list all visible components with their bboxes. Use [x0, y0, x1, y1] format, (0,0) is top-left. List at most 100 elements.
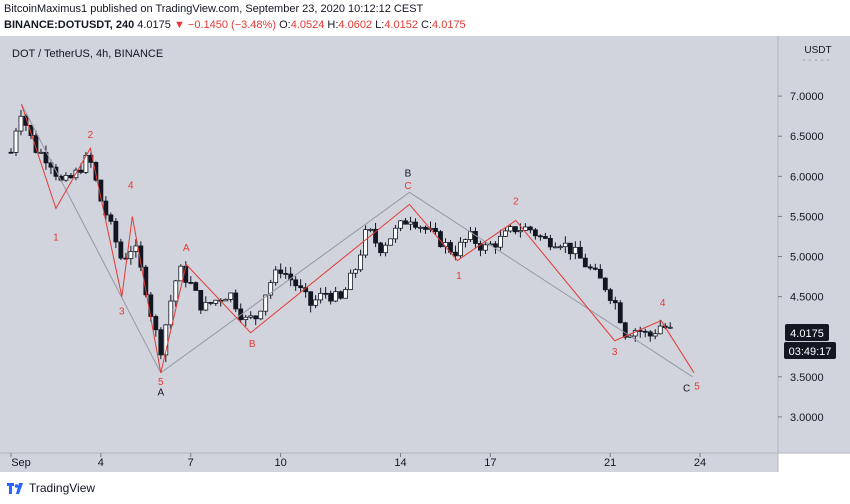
high-value: 4.0602: [338, 19, 373, 31]
candle-body: [483, 244, 488, 251]
candle-body: [587, 266, 593, 269]
candle-body: [552, 246, 558, 249]
candle-body: [433, 227, 438, 233]
candle-body: [388, 238, 393, 246]
candle-body: [28, 124, 34, 136]
wave-label: B: [405, 168, 412, 179]
candle-body: [453, 251, 458, 257]
candle-body: [293, 279, 299, 287]
candle-body: [203, 301, 209, 311]
candle-body: [557, 246, 563, 249]
wave-annotations: [21, 103, 695, 378]
candle-body: [622, 322, 628, 338]
candle-body: [358, 254, 363, 271]
candle-body: [532, 229, 538, 237]
candle-body: [68, 175, 74, 179]
price-change: −0.1450 (−3.48%): [187, 19, 276, 31]
candle-body: [33, 135, 39, 153]
price-chart[interactable]: DOT / TetherUS, 4h, BINANCE USDT - - - -…: [0, 36, 850, 472]
candle-body: [577, 246, 583, 259]
candle-body: [248, 315, 254, 318]
wave-label: 4: [128, 180, 134, 191]
time-scale-panel: [0, 453, 778, 472]
wave-label: 3: [119, 306, 125, 317]
candle-body: [283, 273, 289, 275]
candle-body: [103, 200, 109, 216]
candle-body: [328, 292, 334, 302]
candle-body: [188, 281, 194, 284]
y-tick-label: 3.0000: [790, 412, 824, 424]
candle-body: [572, 246, 578, 255]
candle-body: [173, 280, 179, 302]
price-badge: 4.0175: [785, 324, 829, 341]
high-label: H:: [327, 19, 339, 31]
candle-body: [602, 277, 608, 291]
candle-body: [408, 221, 413, 225]
open-label: O:: [279, 19, 291, 31]
candle-body: [253, 315, 259, 320]
candle-body: [268, 282, 274, 296]
wave-label: A: [183, 243, 190, 254]
y-tick-label: 6.5000: [790, 131, 824, 143]
wave-label: 2: [88, 130, 94, 141]
candle-body: [403, 220, 408, 225]
currency-dashes: - - - - -: [802, 55, 830, 66]
countdown-badge-text: 03:49:17: [789, 346, 832, 358]
open-value: 4.0524: [290, 19, 325, 31]
candle-body: [168, 300, 174, 326]
candle-body: [78, 169, 84, 173]
x-tick-label: 24: [694, 457, 706, 469]
candle-body: [363, 229, 368, 256]
y-tick-label: 7.0000: [790, 91, 824, 103]
y-tick-label: 4.5000: [790, 292, 824, 304]
candle-body: [18, 115, 24, 132]
candle-body: [398, 220, 403, 229]
y-tick-label: 6.0000: [790, 171, 824, 183]
candle-body: [63, 175, 69, 181]
wave-label: 1: [456, 271, 462, 282]
wave-label: A: [157, 387, 164, 398]
price-axis: 7.0000 6.5000 6.0000 5.5000 5.0000 4.5000 3.50…: [778, 91, 824, 424]
candle-body: [413, 221, 418, 228]
candle-body: [567, 242, 573, 255]
candle-body: [273, 269, 279, 284]
candle-body: [642, 330, 648, 333]
candle-body: [198, 290, 204, 311]
candle-body: [158, 329, 164, 356]
candle-body: [258, 310, 264, 320]
candle-body: [597, 268, 603, 279]
candle-body: [458, 241, 463, 257]
abc-wave-line: [21, 103, 693, 378]
candle-body: [513, 226, 518, 233]
candle-body: [343, 289, 349, 299]
candle-body: [547, 238, 553, 248]
candle-body: [193, 282, 199, 291]
candle-body: [93, 161, 99, 181]
currency-label: USDT: [804, 45, 831, 56]
candle-body: [118, 241, 124, 259]
candle-body: [463, 239, 468, 243]
candle-body: [323, 292, 329, 295]
candle-body: [313, 299, 319, 306]
ohlc-line: BINANCE:DOTUSDT, 240 4.0175 ▼ −0.1450 (−…: [4, 19, 466, 31]
candle-body: [223, 298, 229, 302]
wave-label: 3: [612, 347, 618, 358]
low-value: 4.0152: [384, 19, 418, 31]
price-badge-text: 4.0175: [790, 328, 824, 340]
tradingview-logo-icon: [7, 483, 23, 494]
last-price: 4.0175: [137, 19, 171, 31]
x-tick-label: Sep: [11, 457, 31, 469]
x-tick-label: 14: [394, 457, 406, 469]
symbol-label: BINANCE:DOTUSDT, 240: [4, 19, 135, 31]
footer-brand: TradingView: [29, 481, 96, 495]
wave-label: B: [249, 339, 256, 350]
y-tick-label: 5.0000: [790, 252, 824, 264]
wave-label: 5: [158, 377, 164, 388]
candle-body: [592, 267, 598, 270]
candle-body: [473, 231, 478, 244]
candle-body: [53, 166, 59, 177]
x-tick-label: 10: [275, 457, 287, 469]
candle-body: [128, 251, 134, 259]
candle-body: [163, 324, 169, 356]
